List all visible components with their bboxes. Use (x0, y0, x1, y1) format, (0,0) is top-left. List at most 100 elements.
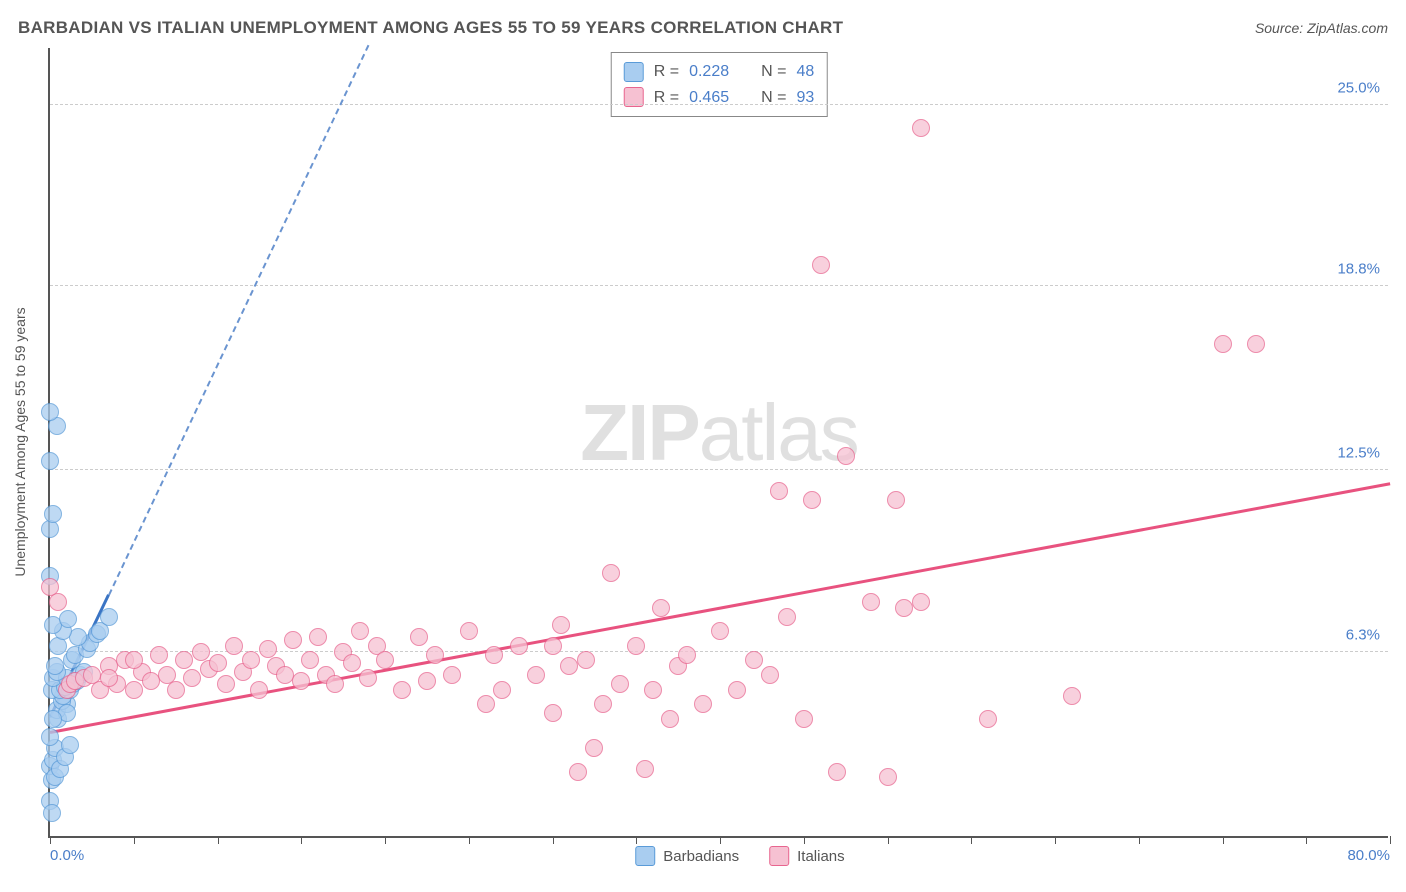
scatter-point (912, 593, 930, 611)
chart-title: BARBADIAN VS ITALIAN UNEMPLOYMENT AMONG … (18, 18, 843, 38)
scatter-point (56, 748, 74, 766)
scatter-point (46, 657, 64, 675)
scatter-point (510, 637, 528, 655)
scatter-point (51, 760, 69, 778)
scatter-point (133, 663, 151, 681)
r-value: 0.465 (689, 85, 729, 111)
scatter-point (69, 628, 87, 646)
scatter-point (64, 675, 82, 693)
scatter-point (426, 646, 444, 664)
r-label: R = (654, 85, 679, 111)
scatter-point (828, 763, 846, 781)
scatter-point (44, 669, 62, 687)
scatter-point (142, 672, 160, 690)
x-tick (553, 836, 554, 844)
scatter-point (51, 681, 69, 699)
scatter-point (585, 739, 603, 757)
x-tick (720, 836, 721, 844)
scatter-point (745, 651, 763, 669)
trend-line (50, 482, 1391, 734)
scatter-point (100, 669, 118, 687)
scatter-point (75, 669, 93, 687)
scatter-point (770, 482, 788, 500)
scatter-point (43, 681, 61, 699)
legend-item: Italians (769, 846, 845, 866)
gridline (50, 469, 1388, 470)
scatter-point (43, 804, 61, 822)
watermark: ZIPatlas (580, 387, 857, 479)
plot-area: Unemployment Among Ages 55 to 59 years Z… (48, 48, 1388, 838)
scatter-point (1214, 335, 1232, 353)
scatter-point (81, 634, 99, 652)
scatter-point (75, 663, 93, 681)
scatter-point (58, 669, 76, 687)
scatter-point (125, 651, 143, 669)
x-tick (134, 836, 135, 844)
scatter-point (803, 491, 821, 509)
y-axis-title: Unemployment Among Ages 55 to 59 years (12, 307, 28, 576)
scatter-point (43, 771, 61, 789)
scatter-point (61, 681, 79, 699)
scatter-point (61, 675, 79, 693)
scatter-point (837, 447, 855, 465)
scatter-point (41, 403, 59, 421)
scatter-point (183, 669, 201, 687)
scatter-point (627, 637, 645, 655)
scatter-point (49, 710, 67, 728)
scatter-point (443, 666, 461, 684)
scatter-point (100, 657, 118, 675)
scatter-point (569, 763, 587, 781)
gridline (50, 285, 1388, 286)
scatter-point (292, 672, 310, 690)
scatter-point (49, 593, 67, 611)
legend-label: Barbadians (663, 848, 739, 865)
x-tick (218, 836, 219, 844)
n-value: 48 (796, 59, 814, 85)
scatter-point (59, 610, 77, 628)
scatter-point (209, 654, 227, 672)
scatter-point (812, 256, 830, 274)
x-tick (1139, 836, 1140, 844)
scatter-point (88, 625, 106, 643)
scatter-point (125, 681, 143, 699)
scatter-point (234, 663, 252, 681)
legend-item: Barbadians (635, 846, 739, 866)
n-label: N = (761, 85, 786, 111)
y-tick-label: 6.3% (1346, 626, 1380, 643)
trend-line (49, 594, 110, 718)
scatter-point (895, 599, 913, 617)
scatter-point (91, 681, 109, 699)
scatter-point (217, 675, 235, 693)
series-swatch-icon (769, 846, 789, 866)
scatter-point (83, 666, 101, 684)
scatter-point (46, 739, 64, 757)
scatter-point (61, 736, 79, 754)
stats-row: R =0.228N =48 (624, 59, 815, 85)
stats-row: R =0.465N =93 (624, 85, 815, 111)
x-tick (301, 836, 302, 844)
scatter-point (652, 599, 670, 617)
scatter-point (78, 640, 96, 658)
scatter-point (41, 578, 59, 596)
scatter-point (66, 672, 84, 690)
scatter-point (108, 675, 126, 693)
scatter-point (44, 710, 62, 728)
x-tick (1306, 836, 1307, 844)
y-tick-label: 18.8% (1337, 260, 1380, 277)
scatter-point (58, 704, 76, 722)
gridline (50, 651, 1388, 652)
scatter-point (912, 119, 930, 137)
scatter-point (250, 681, 268, 699)
scatter-point (460, 622, 478, 640)
trend-line-extrapolated (108, 45, 369, 596)
scatter-point (544, 704, 562, 722)
scatter-point (91, 622, 109, 640)
scatter-point (309, 628, 327, 646)
n-label: N = (761, 59, 786, 85)
scatter-point (887, 491, 905, 509)
scatter-point (44, 505, 62, 523)
x-tick-label: 80.0% (1347, 847, 1390, 864)
scatter-point (68, 672, 86, 690)
scatter-point (242, 651, 260, 669)
x-tick (888, 836, 889, 844)
